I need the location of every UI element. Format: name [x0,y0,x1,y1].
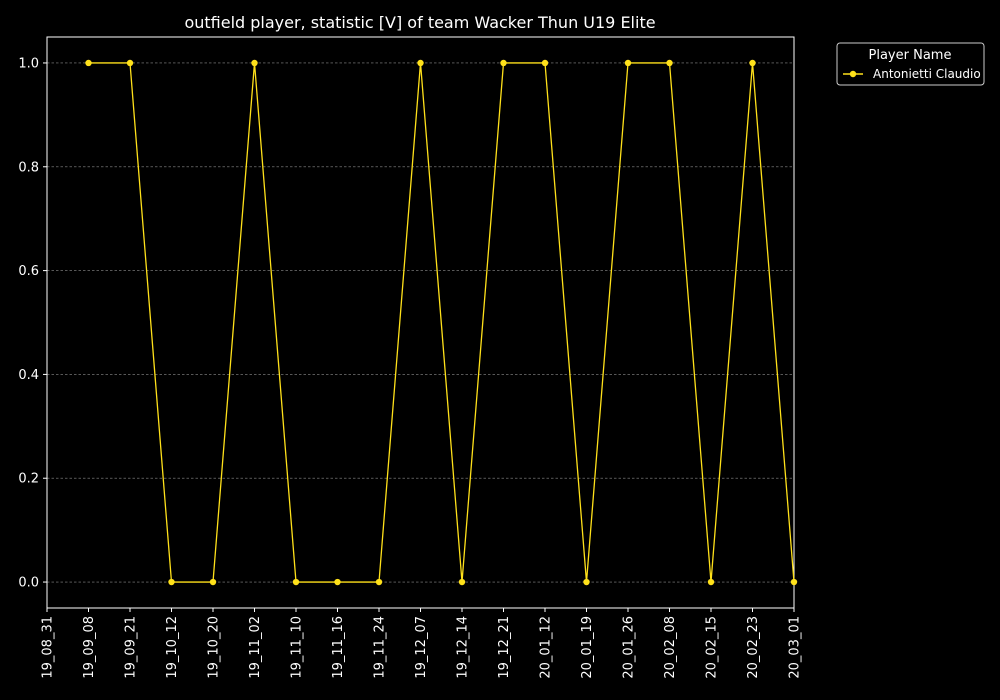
data-point [790,578,798,586]
y-tick-label: 1.0 [18,56,39,71]
data-point [624,59,632,67]
series-line [88,62,795,583]
data-point [749,59,756,67]
data-point [126,59,134,67]
data-point [458,578,466,586]
data-point [417,59,424,67]
legend-title: Player Name [869,48,952,63]
x-tick-label: 19_12_14 [456,616,471,679]
data-point [583,578,590,586]
x-tick-label: 20_01_19 [580,616,595,679]
data-point [209,578,217,586]
data-point [251,59,258,67]
x-tick-label: 19_10_20 [207,616,222,679]
x-tick-label: 20_02_15 [705,616,720,679]
y-tick-label: 0.4 [18,368,39,383]
y-tick-label: 0.8 [18,160,39,175]
x-tick-label: 20_02_08 [663,616,678,679]
x-tick-label: 20_01_12 [539,616,554,679]
x-axis-ticks: 19_08_31 19_09_08 19_09_21 19_10_12 19_10_20… [41,608,803,679]
x-tick-label: 20_03_01 [788,616,803,679]
data-point [334,578,341,586]
chart-title: outfield player, statistic [V] of team W… [184,13,655,32]
x-tick-label: 19_11_02 [248,616,263,679]
y-axis-ticks: 0.0 0.2 0.4 0.6 0.8 1.0 [18,56,47,591]
data-point [666,59,673,67]
y-tick-label: 0.2 [18,472,39,487]
data-point [292,578,300,586]
x-tick-label: 19_09_08 [82,616,97,679]
y-tick-label: 0.6 [18,264,39,279]
y-tick-label: 0.0 [18,576,39,591]
data-point [168,578,175,586]
x-tick-label: 19_11_10 [290,616,305,679]
x-tick-label: 19_09_21 [124,616,139,679]
legend-marker-swatch [849,70,857,78]
x-tick-label: 19_08_31 [41,616,56,679]
x-tick-label: 19_12_07 [414,616,429,679]
data-point [707,578,715,586]
x-tick-label: 19_10_12 [165,616,180,679]
legend-label-antonietti-claudio: Antonietti Claudio [873,67,981,81]
series-antonietti-claudio [85,59,798,586]
data-point [541,59,549,67]
x-tick-label: 20_01_26 [622,616,637,679]
legend-box [836,42,985,86]
x-tick-label: 19_12_21 [497,616,512,679]
legend: Player Name Antonietti Claudio [836,42,985,86]
data-point [85,59,92,67]
x-tick-label: 19_11_16 [331,616,346,679]
data-point [500,59,507,67]
data-point [375,578,383,586]
x-tick-label: 19_11_24 [373,616,388,679]
x-tick-label: 20_02_23 [746,616,761,679]
